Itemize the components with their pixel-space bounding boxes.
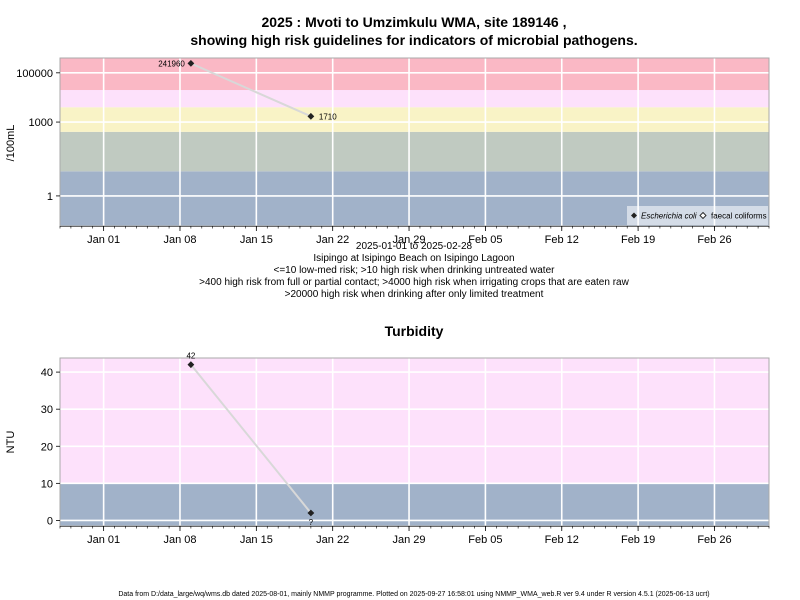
x-tick-label: Feb 12 xyxy=(545,234,579,246)
legend-label-ecoli: Escherichia coli xyxy=(641,212,697,221)
guideline-note-low: <=10 low-med risk; >10 high risk when dr… xyxy=(274,265,556,276)
data-label: 241960 xyxy=(158,59,185,68)
turbidity-title: Turbidity xyxy=(385,323,444,339)
legend-marker-faecal-coliforms xyxy=(699,211,707,220)
x-tick-label: Jan 22 xyxy=(316,534,349,546)
main-title-line2: showing high risk guidelines for indicat… xyxy=(190,32,637,48)
turbidity-panel: Jan 01 Jan 08 Jan 15 Jan 22 Jan 29 Feb 05 Feb … xyxy=(5,352,770,546)
site-location-note: Isipingo at Isipingo Beach on Isipingo L… xyxy=(313,253,514,264)
x-tick-label: Jan 15 xyxy=(240,534,273,546)
x-tick-label: Feb 26 xyxy=(697,534,731,546)
main-title-line1: 2025 : Mvoti to Umzimkulu WMA, site 1891… xyxy=(262,14,567,30)
y-axis-label: NTU xyxy=(5,431,17,454)
risk-band-1 xyxy=(60,131,769,172)
legend: Escherichia coli faecal coliforms xyxy=(627,206,768,225)
x-tick-label: Feb 19 xyxy=(621,234,655,246)
data-label: 1710 xyxy=(319,112,337,121)
panel-border xyxy=(59,57,770,227)
x-tick-label: Jan 08 xyxy=(163,234,196,246)
y-tick-label: 100000 xyxy=(16,68,53,80)
y-tick-label: 20 xyxy=(41,441,53,453)
x-tick-label: Jan 08 xyxy=(163,534,196,546)
y-tick-label: 0 xyxy=(47,515,53,527)
x-tick-label: Jan 22 xyxy=(316,234,349,246)
data-point xyxy=(307,112,315,120)
footer-note: Data from D:/data_large/wq/wms.db dated … xyxy=(118,591,709,598)
x-tick-label: Jan 29 xyxy=(393,534,426,546)
series-trend-line xyxy=(190,364,312,514)
risk-band-2 xyxy=(60,107,769,132)
y-tick-label: 1 xyxy=(47,191,53,203)
x-tick-label: Feb 05 xyxy=(468,534,502,546)
data-point xyxy=(307,509,315,517)
panel-border xyxy=(59,357,770,527)
legend-marker-ecoli xyxy=(631,212,637,219)
series-trend-line xyxy=(190,62,312,118)
x-tick-label: Jan 29 xyxy=(393,234,426,246)
legend-box xyxy=(627,206,768,225)
guideline-note-treatment: >20000 high risk when drinking after onl… xyxy=(285,289,544,300)
x-tick-label: Jan 01 xyxy=(87,534,120,546)
risk-band-4 xyxy=(60,58,769,91)
date-range-note: 2025-01-01 to 2025-02-28 xyxy=(356,241,473,252)
risk-band-0 xyxy=(60,483,769,526)
data-point xyxy=(187,59,195,67)
x-tick-label: Feb 19 xyxy=(621,534,655,546)
x-tick-label: Jan 01 xyxy=(87,234,120,246)
y-tick-label: 30 xyxy=(41,404,53,416)
data-label: ? xyxy=(309,518,314,527)
risk-band-1 xyxy=(60,358,769,484)
data-label: 42 xyxy=(186,352,195,361)
risk-band-3 xyxy=(60,90,769,108)
x-tick-label: Feb 05 xyxy=(468,234,502,246)
y-axis-label: /100mL xyxy=(5,125,17,162)
x-tick-label: Feb 26 xyxy=(697,234,731,246)
data-point xyxy=(187,361,195,369)
legend-label-faecal-coliforms: faecal coliforms xyxy=(711,212,767,221)
guideline-note-contact: >400 high risk from full or partial cont… xyxy=(199,277,629,288)
y-tick-label: 10 xyxy=(41,478,53,490)
microbial-panel: Jan 01 Jan 08 Jan 15 Jan 22 Jan 29 Feb 05 Feb … xyxy=(5,57,770,246)
x-tick-label: Jan 15 xyxy=(240,234,273,246)
y-tick-label: 1000 xyxy=(29,117,53,129)
y-tick-label: 40 xyxy=(41,367,53,379)
x-tick-label: Feb 12 xyxy=(545,534,579,546)
